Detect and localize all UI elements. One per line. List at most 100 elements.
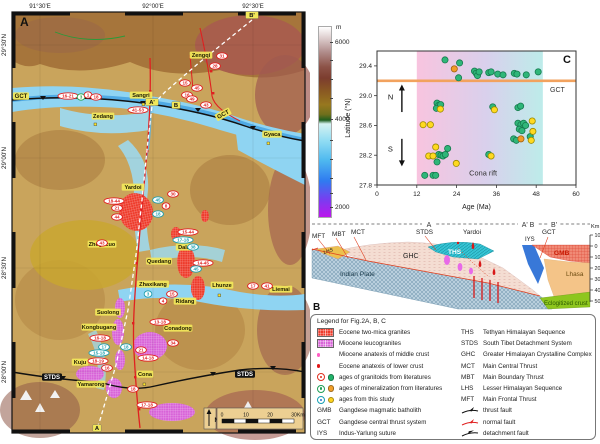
data-point: [487, 152, 495, 160]
data-point: [529, 127, 537, 135]
map-lon-tick: 92°30'E: [242, 3, 264, 10]
svg-text:Dala: Dala: [178, 245, 191, 251]
map-lon-tick: 91°30'E: [29, 3, 51, 10]
data-point: [487, 68, 495, 76]
svg-text:IYS: IYS: [525, 237, 535, 243]
legend-item-label: Miocene anatexis of middle crust: [339, 351, 430, 359]
age-marker: 18-19: [87, 357, 109, 365]
data-point: [450, 65, 458, 73]
svg-text:3: 3: [147, 292, 150, 297]
svg-text:STDS: STDS: [237, 372, 253, 378]
legend-abbr: GHC: [461, 351, 476, 359]
fault-thrust-icon: [461, 406, 483, 415]
data-point: [517, 135, 525, 143]
age-marker: 17-18: [136, 401, 158, 409]
svg-text:GCT: GCT: [217, 109, 231, 120]
north-arrow-icon: [206, 409, 212, 414]
x-tick-label: 24: [453, 191, 461, 198]
map-scale-north: N 0 10 20 30 Km: [203, 407, 305, 430]
svg-text:31: 31: [219, 54, 225, 59]
svg-text:13-18: 13-18: [154, 320, 166, 325]
panel-c-label: C: [563, 54, 571, 66]
town-dots: [93, 102, 270, 386]
depth-tick-label: 20: [595, 266, 600, 272]
legend-abbr: THS: [461, 329, 474, 337]
svg-text:GHC: GHC: [403, 253, 419, 260]
age-marker: 4: [158, 297, 168, 305]
svg-text:Gyaca: Gyaca: [264, 132, 282, 138]
eocene-granite-swatch: [317, 328, 339, 338]
map-place-label-zedang: Zedang: [91, 112, 115, 120]
svg-text:Suolong: Suolong: [97, 310, 120, 316]
svg-text:30: 30: [291, 413, 297, 419]
data-point: [433, 158, 441, 166]
south-arrow-icon: [398, 160, 405, 167]
north-annotation: N: [388, 92, 393, 101]
graticule: [12, 12, 305, 433]
north-label: N: [215, 418, 219, 424]
legend-item-label: Lesser Himalayan Sequence: [483, 385, 563, 393]
legend-title: Legend for Fig.2A, B, C: [317, 318, 386, 325]
legend-item-label: detachment fault: [483, 429, 529, 437]
map-frame: [11, 11, 306, 434]
x-tick-label: 0: [375, 191, 379, 198]
legend-abbr: GCT: [317, 418, 331, 426]
svg-text:Kuju: Kuju: [74, 360, 87, 366]
data-point: [522, 71, 530, 79]
data-point: [432, 143, 440, 151]
age-marker: 21: [135, 346, 147, 354]
svg-text:Indian Plate: Indian Plate: [340, 271, 375, 278]
svg-text:STDS: STDS: [416, 229, 433, 236]
fault-label-gct: GCT: [214, 107, 232, 121]
age-marker: 18-44: [103, 197, 125, 205]
svg-text:17: 17: [250, 284, 256, 289]
legend-row-left-8: GCT Gangdese central thrust system: [317, 417, 461, 428]
age-marker: 28: [209, 62, 221, 70]
legend-row-left-7: GMB Gangdese magmatic batholith: [317, 405, 461, 416]
svg-text:THS: THS: [448, 249, 462, 256]
data-point: [429, 152, 437, 160]
miocene-leucogranite-swatch: [317, 339, 339, 349]
svg-text:15-44: 15-44: [182, 230, 194, 235]
age-marker: 43: [200, 101, 212, 109]
age-marker: 15-18: [88, 349, 110, 357]
svg-text:17-18: 17-18: [141, 403, 153, 408]
age-marker: 49: [186, 95, 198, 103]
age-marker: 45: [190, 265, 202, 273]
granitoid-age-symbols: [317, 373, 339, 382]
age-latitude-scatter-panel-c: GCT 0 12 24 36 48 60 27.8 28.2 28.6 29.0 29.4 Age (M…: [344, 50, 580, 211]
map-place-label-kongbugang: Kongbugang: [81, 323, 117, 331]
section-b2-label: B': [551, 222, 557, 229]
svg-text:Conadong: Conadong: [164, 326, 192, 332]
depth-tick-label: 0: [595, 244, 598, 250]
svg-text:45: 45: [194, 86, 200, 91]
colorbar-unit: m: [336, 24, 342, 31]
colorbar-minor-tick: [330, 97, 333, 99]
legend-row-left-4: ages of granitoids from literatures: [317, 372, 461, 383]
age-marker: 17: [247, 282, 259, 290]
data-point: [490, 106, 498, 114]
legend-item-label: Gangdese magmatic batholith: [339, 407, 422, 415]
data-point: [421, 171, 429, 179]
map-place-label-cona: Cona: [136, 370, 154, 378]
age-marker: 31: [216, 52, 228, 60]
depth-axis: Km 10 0 10 20 30 40 50: [589, 224, 600, 305]
chart-frame: [376, 50, 577, 186]
fault-label-stds: STDS: [235, 370, 255, 378]
colorbar-tick-label: 4000: [335, 115, 350, 123]
map-place-label-zengqi: Zengqi: [189, 51, 213, 59]
legend-right-column: THS Tethyan Himalayan Sequence STDS South T…: [461, 327, 592, 439]
svg-text:43: 43: [99, 241, 105, 246]
svg-text:18: 18: [155, 212, 161, 217]
svg-text:28: 28: [212, 64, 218, 69]
data-point: [436, 105, 444, 113]
svg-text:Km: Km: [591, 224, 600, 230]
age-marker: 18: [127, 385, 139, 393]
legend-item-label: Eocene two-mica granites: [339, 329, 411, 337]
data-point: [518, 127, 526, 135]
legend-item-label: Tethyan Himalayan Sequence: [483, 329, 566, 337]
colorbar-minor-tick: [330, 78, 333, 80]
colorbar-tick: [330, 206, 333, 208]
svg-text:B': B': [249, 13, 255, 19]
